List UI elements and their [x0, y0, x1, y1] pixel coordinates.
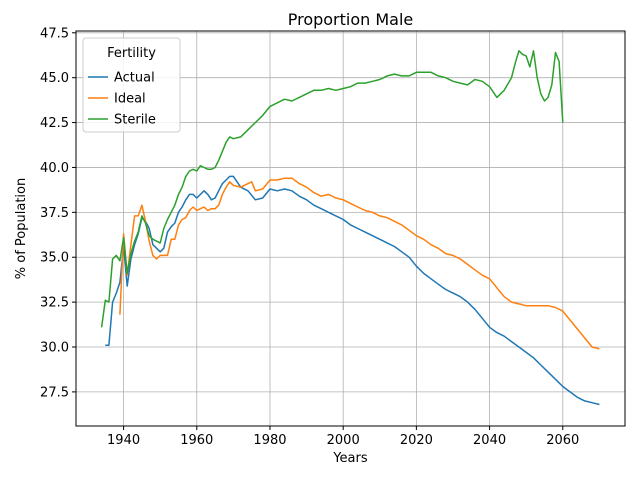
axis-ticks: 1940 1960 1980 2000 2020 2040 2060 27.5 30.0 32.5… — [40, 26, 579, 448]
legend-label-sterile: Sterile — [114, 113, 156, 128]
y-tick-label: 47.5 — [40, 26, 69, 41]
legend-label-ideal: Ideal — [114, 92, 146, 107]
y-tick-label: 37.5 — [40, 206, 69, 221]
series-line-actual — [105, 175, 600, 406]
x-tick-label: 2020 — [400, 433, 433, 448]
y-tick-label: 35.0 — [40, 251, 69, 266]
y-tick-label: 42.5 — [40, 116, 69, 131]
y-tick-label: 45.0 — [40, 71, 69, 86]
legend-box — [82, 37, 181, 133]
y-tick-label: 27.5 — [40, 385, 69, 400]
legend-label-actual: Actual — [114, 71, 155, 86]
x-axis-title: Years — [332, 451, 368, 466]
y-tick-label: 32.5 — [40, 296, 69, 311]
legend-title: Fertility — [107, 46, 156, 61]
series-group — [100, 50, 600, 406]
x-tick-label: 1940 — [107, 433, 140, 448]
chart-title: Proportion Male — [288, 10, 414, 29]
x-tick-label: 2040 — [473, 433, 506, 448]
x-tick-label: 1980 — [253, 433, 286, 448]
grid-lines — [76, 31, 625, 426]
x-tick-label: 2060 — [546, 433, 579, 448]
series-line-sterile — [100, 50, 564, 328]
plot-frame — [75, 30, 626, 427]
x-tick-label: 1960 — [180, 433, 213, 448]
series-line-ideal — [119, 177, 600, 350]
y-tick-label: 40.0 — [40, 161, 69, 176]
y-axis-title: % of Population — [14, 178, 29, 279]
y-tick-label: 30.0 — [40, 341, 69, 356]
legend: Fertility Actual Ideal Sterile — [82, 37, 181, 133]
x-tick-label: 2000 — [327, 433, 360, 448]
